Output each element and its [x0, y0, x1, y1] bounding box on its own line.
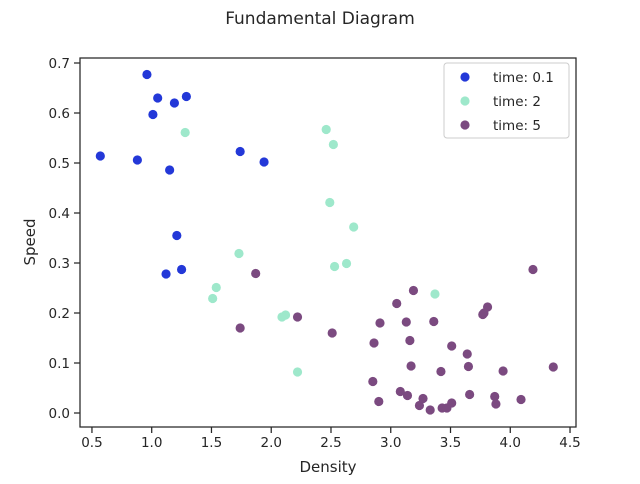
data-point — [328, 139, 338, 150]
data-point — [349, 222, 359, 232]
data-point — [401, 317, 411, 327]
y-tick-label: 0.6 — [49, 106, 70, 122]
y-tick-label: 0.4 — [49, 206, 70, 222]
data-point — [341, 258, 352, 269]
data-point — [447, 398, 457, 408]
y-axis-label: Speed — [21, 218, 39, 265]
data-point — [392, 298, 402, 309]
data-point — [465, 389, 475, 400]
x-tick-label: 1.0 — [141, 435, 162, 451]
data-point — [165, 165, 175, 175]
data-point — [181, 91, 191, 102]
data-point — [95, 151, 105, 161]
legend-label: time: 0.1 — [493, 70, 554, 86]
legend-marker — [460, 96, 470, 106]
data-point — [325, 197, 335, 208]
data-point — [172, 230, 182, 241]
data-point — [292, 312, 303, 322]
data-point — [447, 341, 457, 351]
y-tick-label: 0.1 — [49, 356, 70, 372]
data-point — [169, 98, 180, 108]
data-point — [405, 335, 415, 346]
legend-marker — [460, 120, 470, 130]
data-point — [327, 328, 337, 338]
data-point — [375, 318, 385, 328]
data-point — [425, 405, 435, 415]
x-tick-label: 2.5 — [320, 435, 341, 451]
data-point — [208, 293, 218, 304]
points-layer — [95, 69, 558, 415]
y-axis-ticks: 0.0 0.1 0.2 0.3 0.4 0.5 0.6 0.7 — [49, 56, 80, 422]
x-tick-label: 3.0 — [380, 435, 401, 451]
data-point — [374, 396, 384, 407]
data-point — [321, 124, 331, 135]
plot-frame — [79, 57, 577, 428]
data-point — [463, 361, 474, 372]
data-point — [142, 69, 152, 80]
chart-title: Fundamental Diagram — [225, 9, 415, 29]
x-axis-ticks: 0.5 1.0 1.5 2.0 2.5 3.0 3.5 4.0 4.5 — [81, 427, 581, 451]
x-axis-label: Density — [299, 458, 356, 476]
data-point — [548, 362, 558, 372]
y-tick-label: 0.2 — [49, 306, 70, 322]
data-point — [280, 310, 291, 320]
data-point — [369, 338, 379, 348]
data-point — [211, 282, 221, 293]
y-tick-label: 0.3 — [49, 256, 70, 272]
data-point — [436, 366, 446, 377]
data-point — [402, 390, 413, 401]
data-point — [528, 264, 538, 275]
data-point — [498, 366, 508, 376]
data-point — [161, 269, 171, 279]
data-point — [176, 264, 187, 275]
legend-box — [443, 62, 570, 139]
x-tick-label: 0.5 — [81, 435, 102, 451]
data-point — [516, 394, 526, 405]
data-point — [259, 157, 269, 167]
legend-marker — [460, 72, 470, 82]
y-tick-label: 0.5 — [49, 156, 70, 172]
x-tick-label: 2.0 — [260, 435, 281, 451]
data-point — [429, 316, 439, 327]
data-point — [490, 391, 500, 402]
legend-label: time: 2 — [493, 94, 541, 110]
y-tick-label: 0.7 — [49, 56, 70, 72]
data-point — [235, 146, 245, 157]
data-point — [235, 323, 245, 333]
data-point — [234, 248, 244, 259]
legend-label: time: 5 — [493, 118, 541, 134]
x-tick-label: 3.5 — [440, 435, 461, 451]
x-tick-label: 1.5 — [201, 435, 222, 451]
data-point — [292, 367, 303, 377]
data-point — [430, 289, 440, 299]
data-point — [478, 309, 488, 320]
data-point — [148, 109, 158, 120]
data-point — [329, 261, 340, 272]
data-point — [180, 127, 190, 138]
data-point — [132, 155, 142, 165]
data-point — [153, 93, 163, 103]
x-tick-label: 4.5 — [559, 435, 580, 451]
x-tick-label: 4.0 — [500, 435, 521, 451]
data-point — [414, 400, 425, 411]
data-point — [368, 376, 378, 387]
data-point — [491, 399, 501, 409]
data-point — [462, 349, 472, 359]
data-point — [251, 268, 261, 279]
data-point — [482, 302, 493, 312]
data-point — [418, 393, 428, 404]
data-point — [406, 361, 416, 371]
y-tick-label: 0.0 — [49, 406, 70, 422]
data-point — [408, 285, 419, 296]
legend: time: 0.1 time: 2 time: 5 — [443, 62, 570, 139]
data-point — [395, 386, 405, 397]
